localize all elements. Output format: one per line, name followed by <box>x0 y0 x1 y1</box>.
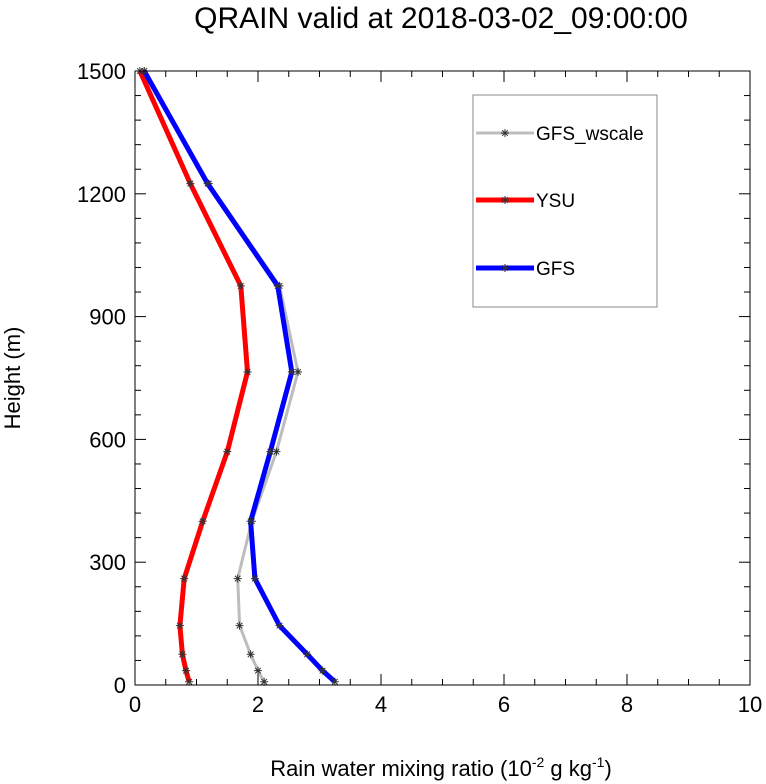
legend-item: YSU <box>476 191 575 212</box>
series-marker <box>330 677 339 686</box>
series-layer <box>135 67 339 686</box>
series-marker <box>246 517 255 526</box>
series-marker <box>243 367 252 376</box>
series-marker <box>303 650 312 659</box>
x-axis-label-mid: g kg <box>544 756 592 781</box>
x-tick-label: 0 <box>129 692 141 717</box>
series-gfs-wscale <box>140 67 302 686</box>
series-marker <box>254 666 262 675</box>
series-marker <box>180 574 189 583</box>
series-marker <box>318 666 327 675</box>
series-marker <box>246 650 255 659</box>
x-axis-label-exp2: -1 <box>592 754 605 770</box>
y-tick-label: 900 <box>89 305 126 330</box>
series-marker <box>233 574 242 583</box>
legend-label: YSU <box>536 191 575 212</box>
series-marker <box>223 447 232 456</box>
axis-ticks <box>134 70 751 686</box>
series-marker <box>501 264 509 272</box>
tick-labels: 0 2 4 6 8 10 0 300 600 900 1200 1500 <box>77 59 762 717</box>
legend-items: GFS_wscale YSU GFS <box>476 124 644 280</box>
series-line <box>142 70 300 683</box>
series-marker <box>236 281 245 290</box>
series-marker <box>293 367 302 376</box>
series-marker <box>287 367 296 376</box>
series-marker <box>275 621 284 630</box>
x-axis-label-main: Rain water mixing ratio (10 <box>270 756 532 781</box>
x-tick-label: 4 <box>375 692 387 717</box>
series-marker <box>235 621 244 630</box>
series-marker <box>178 650 187 659</box>
series-marker <box>266 447 275 456</box>
series-marker <box>272 447 281 456</box>
x-axis-label-exp1: -2 <box>532 754 545 770</box>
series-marker <box>273 281 282 290</box>
series-marker <box>501 129 509 137</box>
y-axis-label: Height (m) <box>0 327 25 430</box>
x-tick-label: 10 <box>738 692 762 717</box>
y-tick-label: 600 <box>89 427 126 452</box>
legend-item: GFS <box>476 259 575 280</box>
series-marker <box>501 196 509 204</box>
x-axis-label: Rain water mixing ratio (10-2 g kg-1) <box>270 754 612 781</box>
series-marker <box>186 179 195 188</box>
x-tick-label: 2 <box>252 692 264 717</box>
x-axis-label-end: ) <box>604 756 611 781</box>
series-marker <box>260 677 269 686</box>
series-marker <box>198 517 207 526</box>
legend: GFS_wscale YSU GFS <box>472 94 658 308</box>
series-marker <box>185 677 194 686</box>
y-tick-label: 1200 <box>77 182 126 207</box>
series-marker <box>203 179 212 188</box>
legend-label: GFS <box>536 259 575 280</box>
y-tick-label: 300 <box>89 550 126 575</box>
x-tick-label: 6 <box>498 692 510 717</box>
plot-frame <box>134 70 751 686</box>
y-tick-label: 0 <box>114 673 126 698</box>
series-ysu <box>135 67 252 686</box>
y-tick-label: 1500 <box>77 59 126 84</box>
legend-label: GFS_wscale <box>536 124 644 145</box>
legend-item: GFS_wscale <box>476 124 644 145</box>
series-marker <box>250 574 259 583</box>
x-tick-label: 8 <box>621 692 633 717</box>
series-marker <box>182 666 191 675</box>
series-marker <box>175 621 184 630</box>
chart-title: QRAIN valid at 2018-03-02_09:00:00 <box>194 2 688 35</box>
